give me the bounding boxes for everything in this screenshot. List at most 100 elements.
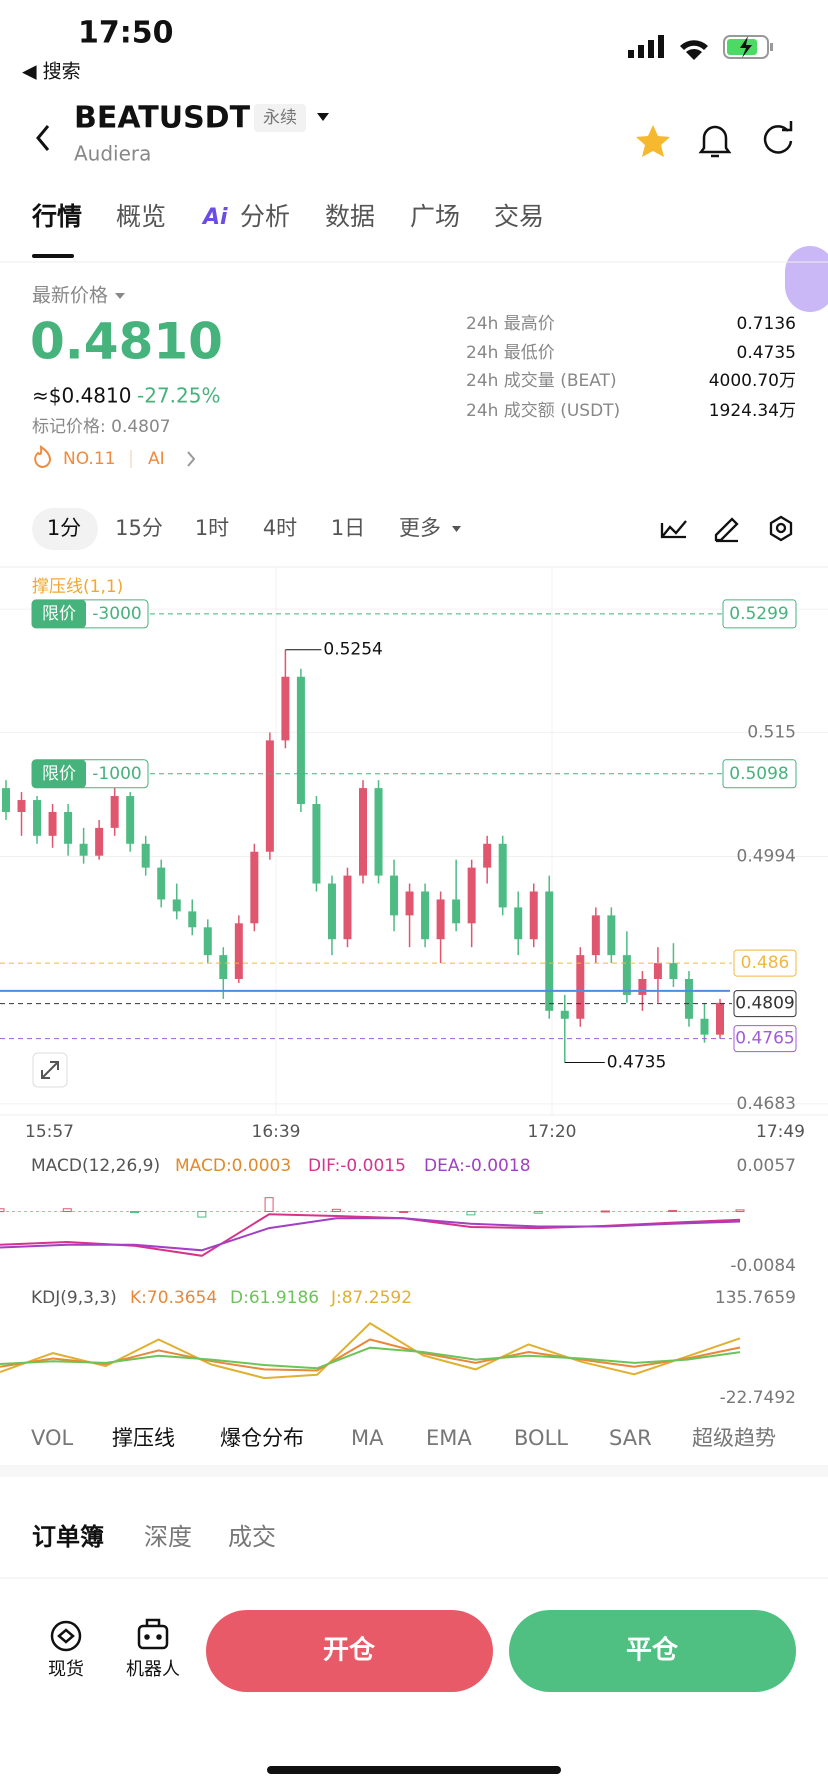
- dea-line: [0, 1217, 741, 1252]
- timeframe[interactable]: 1分: [47, 516, 81, 540]
- usd-price: ≈$0.4810: [32, 384, 131, 408]
- flame-icon: [34, 444, 52, 469]
- book-tab[interactable]: 成交: [228, 1523, 276, 1551]
- level-box: [733, 1025, 797, 1053]
- candle-body: [638, 978, 647, 995]
- candle-body: [390, 875, 399, 916]
- indicator-tab[interactable]: EMA: [426, 1426, 472, 1450]
- indicator-tab[interactable]: 超级趋势: [692, 1426, 776, 1450]
- dropdown-icon: [452, 526, 461, 532]
- timeframe[interactable]: 1日: [331, 516, 365, 540]
- indicator-tab[interactable]: 撑压线: [112, 1426, 175, 1450]
- macd-bar: [197, 1211, 207, 1218]
- macd-value: MACD:0.0003: [175, 1156, 291, 1176]
- close-button[interactable]: [509, 1610, 796, 1692]
- bot-label[interactable]: 机器人: [126, 1659, 180, 1680]
- d-value: D:61.9186: [230, 1288, 319, 1308]
- stat-label: 24h 最高价: [466, 314, 555, 334]
- tab[interactable]: 分析: [240, 202, 290, 231]
- close-label[interactable]: 平仓: [626, 1635, 679, 1666]
- section-gap: [0, 1467, 828, 1477]
- low-label: 0.4735: [607, 1053, 666, 1073]
- spot-icon[interactable]: [50, 1620, 82, 1652]
- high-label: 0.5254: [323, 640, 382, 660]
- candle-body: [359, 788, 367, 876]
- home-indicator: [267, 1766, 561, 1774]
- chart-tools[interactable]: [660, 515, 793, 543]
- book-tab[interactable]: 订单簿: [32, 1523, 104, 1551]
- indicator-tab[interactable]: 爆仓分布: [220, 1426, 304, 1450]
- tab[interactable]: 概览: [116, 202, 166, 231]
- tab[interactable]: 交易: [494, 202, 544, 231]
- candle-body: [421, 891, 430, 940]
- status-icons: [628, 35, 773, 60]
- candle-body: [188, 911, 197, 928]
- back-icon[interactable]: [36, 125, 50, 151]
- tab[interactable]: 行情: [31, 202, 82, 231]
- candle-body: [653, 963, 662, 979]
- bot-icon[interactable]: [137, 1618, 169, 1650]
- indicator-label: 撑压线(1,1): [32, 577, 123, 597]
- chevron[interactable]: [187, 451, 196, 467]
- j-value: J:87.2592: [330, 1288, 412, 1308]
- candle-body: [343, 875, 352, 940]
- candle-body: [33, 800, 42, 836]
- candle-body: [560, 1010, 569, 1019]
- candle-body: [79, 843, 88, 856]
- tab[interactable]: 数据: [325, 202, 375, 231]
- candle-body: [17, 800, 26, 812]
- candle-body: [141, 843, 150, 868]
- candle-body: [452, 899, 461, 924]
- y-tick-label: 0.515: [747, 722, 796, 742]
- timeframe[interactable]: 15分: [115, 516, 163, 540]
- dropdown-icon[interactable]: [115, 293, 125, 299]
- favorite-icon[interactable]: [636, 125, 670, 157]
- book-tab[interactable]: 深度: [144, 1523, 192, 1551]
- dropdown-icon[interactable]: [317, 113, 329, 121]
- k-value: K:70.3654: [130, 1288, 217, 1308]
- candle-body: [203, 927, 212, 956]
- dea-value: DEA:-0.0018: [424, 1156, 531, 1176]
- candle-body: [281, 676, 290, 741]
- order-qty: -3000: [92, 604, 141, 624]
- rank: NO.11: [63, 449, 115, 469]
- candle-body: [234, 923, 243, 979]
- price-label: 最新价格: [32, 285, 108, 307]
- candle-body: [219, 955, 228, 979]
- candle-body: [700, 1018, 709, 1035]
- candle-body: [529, 891, 538, 940]
- d-line: [0, 1346, 741, 1370]
- level-label: 0.4809: [735, 994, 794, 1014]
- open-button[interactable]: [206, 1610, 493, 1692]
- x-tick-label: 15:57: [25, 1122, 74, 1142]
- y-tick-label: 0.4683: [737, 1094, 796, 1114]
- k-line: [0, 1338, 741, 1372]
- candle-body: [126, 796, 135, 844]
- order-type: 限价: [42, 764, 76, 784]
- indicator-tab[interactable]: SAR: [609, 1426, 652, 1450]
- indicator-tab[interactable]: VOL: [31, 1426, 74, 1450]
- candle-body: [265, 740, 274, 852]
- indicator-tab[interactable]: BOLL: [514, 1426, 568, 1450]
- indicator-tab[interactable]: MA: [351, 1426, 384, 1450]
- candle-body: [716, 1002, 724, 1035]
- j-line: [0, 1322, 741, 1380]
- back-link[interactable]: ◀ 搜索: [22, 61, 81, 83]
- timeframe[interactable]: 4时: [263, 516, 297, 540]
- order-price-box: [722, 759, 797, 789]
- stat-label: 24h 成交量 (BEAT): [466, 371, 617, 391]
- tab[interactable]: 广场: [410, 202, 460, 231]
- spot-label[interactable]: 现货: [48, 1659, 84, 1680]
- share-icon[interactable]: [763, 121, 793, 154]
- candle-body: [591, 915, 600, 956]
- open-label[interactable]: 开仓: [323, 1635, 376, 1666]
- assistant-bubble[interactable]: [785, 246, 828, 312]
- candle-body: [374, 788, 383, 876]
- alert-icon[interactable]: [698, 125, 732, 158]
- symbol: BEATUSDT: [74, 101, 251, 136]
- timeframe[interactable]: 1时: [195, 516, 229, 540]
- timeframe[interactable]: 更多: [399, 516, 441, 540]
- level-box: [733, 949, 797, 977]
